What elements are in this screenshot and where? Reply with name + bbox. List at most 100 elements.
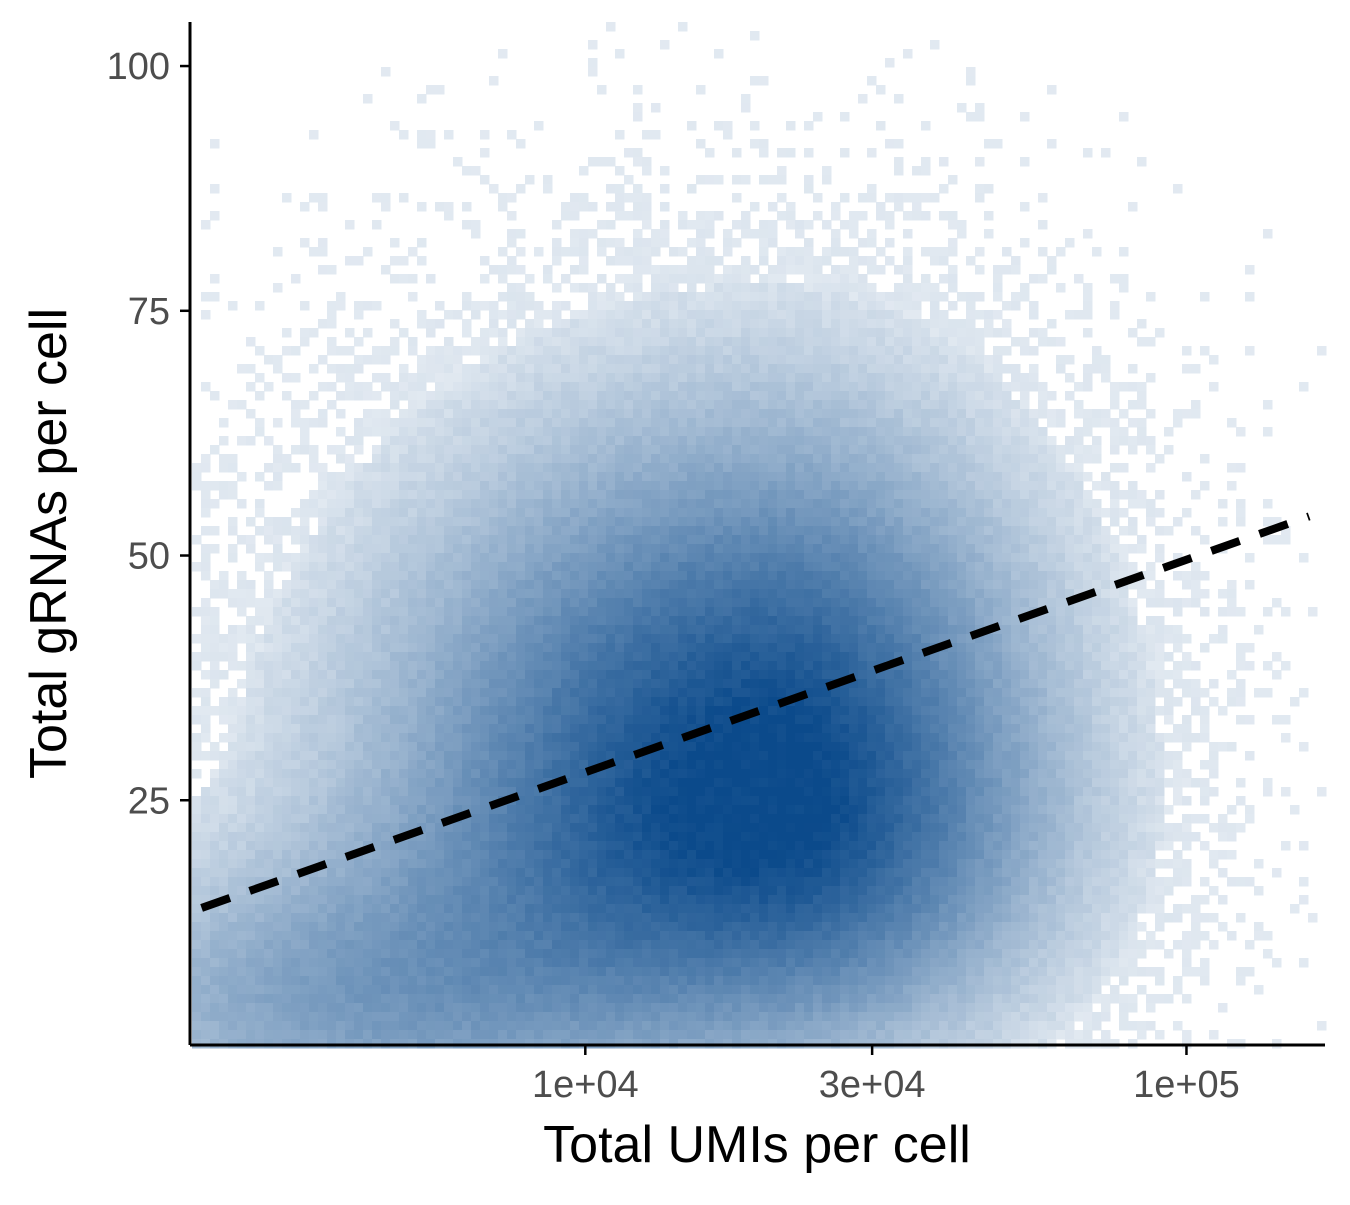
density-cell — [444, 652, 454, 662]
density-cell — [561, 1030, 571, 1040]
density-cell — [696, 769, 706, 779]
density-cell — [345, 895, 355, 905]
density-cell — [399, 364, 409, 374]
density-cell — [399, 508, 409, 518]
density-cell — [525, 427, 535, 437]
density-cell — [462, 220, 472, 230]
density-cell — [633, 976, 643, 986]
density-cell — [264, 796, 274, 806]
density-cell — [381, 814, 391, 824]
density-cell — [408, 922, 418, 932]
density-cell — [327, 301, 337, 311]
density-cell — [462, 625, 472, 635]
density-cell — [300, 958, 310, 968]
density-cell — [444, 724, 454, 734]
density-cell — [444, 463, 454, 473]
density-cell — [651, 589, 661, 599]
density-cell — [615, 274, 625, 284]
density-cell — [480, 409, 490, 419]
density-cell — [489, 499, 499, 509]
density-cell — [741, 508, 751, 518]
density-cell — [453, 562, 463, 572]
density-cell — [498, 1030, 508, 1040]
density-cell — [678, 265, 688, 275]
density-cell — [327, 805, 337, 815]
density-cell — [624, 634, 634, 644]
density-cell — [588, 481, 598, 491]
density-cell — [435, 607, 445, 617]
density-cell — [444, 850, 454, 860]
density-cell — [498, 337, 508, 347]
density-cell — [570, 778, 580, 788]
density-cell — [552, 868, 562, 878]
density-cell — [561, 760, 571, 770]
density-cell — [534, 247, 544, 257]
density-cell — [435, 409, 445, 419]
density-cell — [624, 544, 634, 554]
density-cell — [273, 355, 283, 365]
density-cell — [435, 913, 445, 923]
density-cell — [345, 877, 355, 887]
density-cell — [372, 193, 382, 203]
density-cell — [363, 481, 373, 491]
density-cell — [417, 472, 427, 482]
density-cell — [588, 598, 598, 608]
density-cell — [678, 436, 688, 446]
density-cell — [633, 265, 643, 275]
density-cell — [291, 886, 301, 896]
density-cell — [282, 607, 292, 617]
density-cell — [750, 283, 760, 293]
density-cell — [462, 931, 472, 941]
density-cell — [408, 454, 418, 464]
density-cell — [597, 841, 607, 851]
density-cell — [624, 328, 634, 338]
density-cell — [453, 346, 463, 356]
density-cell — [741, 643, 751, 653]
density-cell — [498, 733, 508, 743]
density-cell — [705, 985, 715, 995]
density-cell — [282, 580, 292, 590]
density-cell — [552, 958, 562, 968]
density-cell — [372, 679, 382, 689]
density-cell — [462, 769, 472, 779]
density-cell — [471, 859, 481, 869]
density-cell — [471, 895, 481, 905]
density-cell — [381, 778, 391, 788]
density-cell — [471, 967, 481, 977]
density-cell — [282, 733, 292, 743]
density-cell — [372, 481, 382, 491]
density-cell — [372, 805, 382, 815]
density-cell — [507, 976, 517, 986]
density-cell — [480, 571, 490, 581]
density-cell — [192, 985, 202, 995]
density-cell — [570, 463, 580, 473]
density-cell — [327, 526, 337, 536]
density-cell — [291, 859, 301, 869]
density-cell — [282, 589, 292, 599]
density-cell — [219, 751, 229, 761]
density-cell — [741, 958, 751, 968]
density-cell — [336, 832, 346, 842]
density-cell — [633, 463, 643, 473]
density-cell — [246, 436, 256, 446]
density-cell — [687, 976, 697, 986]
density-cell — [660, 868, 670, 878]
density-cell — [723, 319, 733, 329]
density-cell — [345, 733, 355, 743]
density-cell — [570, 940, 580, 950]
density-cell — [588, 733, 598, 743]
density-cell — [606, 1003, 616, 1013]
density-cell — [525, 598, 535, 608]
density-cell — [732, 472, 742, 482]
density-cell — [318, 706, 328, 716]
density-cell — [741, 724, 751, 734]
density-cell — [570, 769, 580, 779]
density-cell — [534, 886, 544, 896]
density-cell — [633, 859, 643, 869]
density-cell — [705, 1030, 715, 1040]
density-cell — [588, 499, 598, 509]
density-cell — [615, 886, 625, 896]
density-cell — [651, 598, 661, 608]
density-cell — [327, 913, 337, 923]
density-cell — [336, 643, 346, 653]
